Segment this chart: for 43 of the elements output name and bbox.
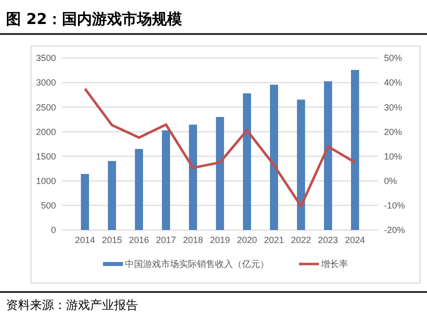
y2-tick-label: 0%	[384, 176, 398, 186]
y2-tick-label: 10%	[384, 151, 402, 162]
bar	[162, 130, 170, 230]
bar	[324, 81, 332, 230]
y2-tick-label: 40%	[384, 78, 402, 88]
y-tick-label: 2500	[36, 102, 56, 112]
y2-tick-label: 50%	[384, 53, 402, 64]
bar	[108, 161, 116, 230]
legend-label: 中国游戏市场实际销售收入（亿元）	[125, 259, 269, 270]
chart-title: 图 22：国内游戏市场规模	[6, 10, 184, 28]
legend-label: 增长率	[320, 259, 348, 270]
bar	[242, 93, 252, 230]
y-tick-label: 2000	[36, 126, 56, 137]
y-tick-label: 500	[40, 200, 56, 211]
bar	[134, 148, 144, 230]
y-tick-label: 1500	[36, 151, 56, 162]
line-series	[84, 87, 356, 208]
bar	[216, 116, 224, 230]
x-tick-label: 2017	[156, 235, 176, 245]
x-tick-label: 2015	[102, 235, 122, 245]
bar	[80, 174, 90, 230]
x-tick-label: 2014	[74, 235, 95, 245]
x-tick-label: 2018	[182, 235, 204, 245]
text: 资料来源：游戏产业报告	[6, 298, 138, 312]
x-tick-label: 2023	[318, 235, 338, 245]
y-tick-label: 3500	[36, 53, 56, 64]
y2-tick-label: 20%	[384, 126, 402, 137]
x-tick-label: 2022	[291, 235, 312, 245]
x-tick-label: 2020	[236, 235, 258, 245]
x-tick-label: 2021	[264, 235, 284, 245]
y-tick-label: 0	[50, 225, 56, 236]
bar	[350, 70, 360, 230]
bar	[188, 124, 198, 230]
x-tick-label: 2016	[128, 235, 149, 245]
y2-tick-label: -10%	[384, 200, 406, 211]
x-tick-label: 2024	[345, 235, 366, 245]
x-tick-label: 2019	[210, 235, 230, 245]
y2-tick-label: -20%	[384, 225, 406, 236]
y-tick-label: 1000	[36, 176, 56, 186]
bar	[296, 100, 306, 230]
y2-tick-label: 30%	[384, 102, 402, 112]
bar	[270, 84, 278, 230]
y-tick-label: 3000	[36, 78, 56, 88]
